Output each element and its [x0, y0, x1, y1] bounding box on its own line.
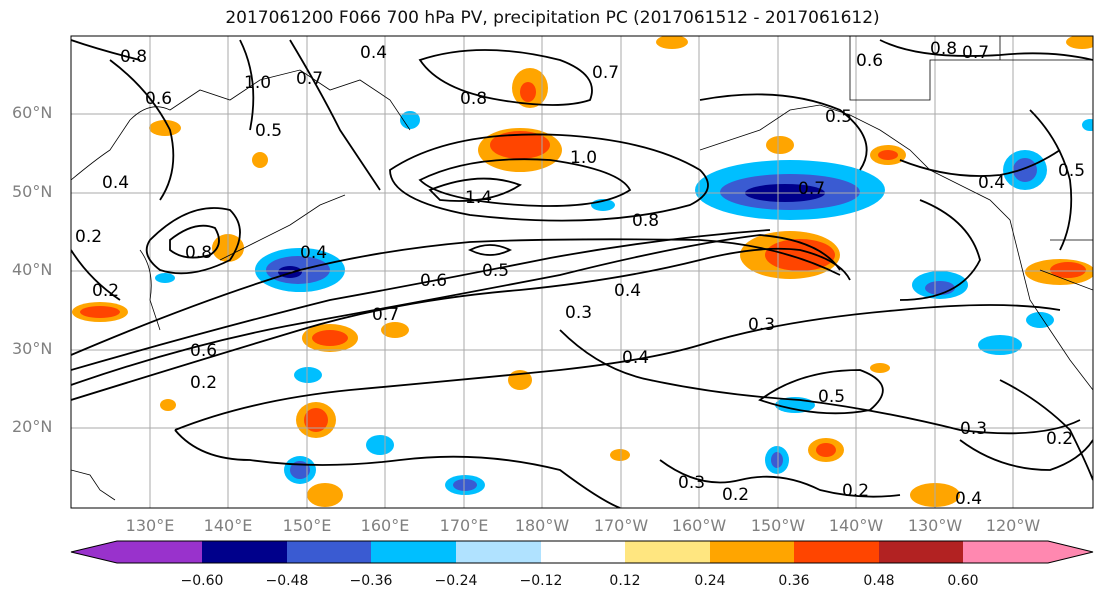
- contour-label: 0.8: [460, 89, 487, 109]
- lon-label: 140°E: [203, 516, 253, 535]
- contour-label: 0.2: [75, 227, 102, 247]
- colorbar-high-extend: [1048, 541, 1093, 563]
- lat-label: 30°N: [12, 339, 53, 358]
- colorbar-tick-label: 0.12: [609, 573, 641, 589]
- contour-label: 0.6: [190, 341, 217, 361]
- contour-labels: 0.8 0.6 1.0 0.7 0.4 0.8 0.7 0.5 1.0 1.4 …: [75, 39, 1085, 509]
- colorbar-tick-label: −0.36: [349, 573, 393, 589]
- colorbar-bin: [879, 541, 963, 563]
- contour-label: 0.7: [592, 63, 619, 83]
- map-title: 2017061200 F066 700 hPa PV, precipitatio…: [225, 8, 880, 28]
- colorbar-tick-label: −0.60: [180, 573, 224, 589]
- contour-label: 0.8: [120, 47, 147, 67]
- lon-label: 150°E: [282, 516, 332, 535]
- colorbar-bin: [456, 541, 541, 563]
- coastlines: [71, 36, 1093, 501]
- colorbar-bin: [963, 541, 1048, 563]
- colorbar-bin: [117, 541, 202, 563]
- contour-label: 0.4: [360, 43, 387, 63]
- contour-label: 0.6: [856, 51, 883, 71]
- lon-label: 180°W: [514, 516, 570, 535]
- lon-label: 150°W: [750, 516, 806, 535]
- contour-label: 0.8: [632, 211, 659, 231]
- contour-label: 0.4: [614, 281, 641, 301]
- contour-label: 0.3: [678, 473, 705, 493]
- contour-label: 0.4: [102, 173, 129, 193]
- colorbar: [70, 540, 1094, 564]
- contour-label: 0.2: [842, 481, 869, 501]
- colorbar-bin: [287, 541, 371, 563]
- colorbar-bin: [371, 541, 456, 563]
- contour-label: 0.5: [482, 261, 509, 281]
- colorbar-bin: [794, 541, 879, 563]
- contour-label: 0.3: [565, 303, 592, 323]
- contour-label: 0.2: [1046, 429, 1073, 449]
- contour-label: 0.5: [825, 107, 852, 127]
- contour-label: 0.3: [748, 315, 775, 335]
- contour-label: 0.2: [92, 281, 119, 301]
- contour-label: 0.4: [622, 348, 649, 368]
- contour-label: 0.6: [420, 271, 447, 291]
- colorbar-tick-label: −0.48: [265, 573, 309, 589]
- pv-contours: [71, 39, 1093, 508]
- contour-label: 0.7: [296, 69, 323, 89]
- contour-label: 0.7: [962, 43, 989, 63]
- contour-label: 0.5: [818, 387, 845, 407]
- contour-label: 0.6: [145, 89, 172, 109]
- colorbar-bin: [625, 541, 710, 563]
- lon-label: 160°E: [360, 516, 410, 535]
- colorbar-tick-label: −0.12: [519, 573, 563, 589]
- contour-label: 1.0: [570, 148, 597, 168]
- lat-label: 50°N: [12, 182, 53, 201]
- lon-label: 130°W: [907, 516, 963, 535]
- contour-label: 0.7: [372, 305, 399, 325]
- colorbar-tick-label: 0.48: [863, 573, 895, 589]
- contour-label: 0.4: [300, 243, 327, 263]
- lon-label: 130°E: [125, 516, 175, 535]
- colorbar-tick-label: 0.60: [947, 573, 979, 589]
- colorbar-bin: [541, 541, 625, 563]
- graticule: [71, 36, 1093, 508]
- lon-label: 160°W: [671, 516, 727, 535]
- contour-label: 0.4: [955, 489, 982, 509]
- contour-label: 0.3: [960, 419, 987, 439]
- contour-label: 0.5: [1058, 161, 1085, 181]
- contour-label: 0.7: [798, 179, 825, 199]
- lat-label: 60°N: [12, 103, 53, 122]
- lon-label: 120°W: [985, 516, 1041, 535]
- contour-label: 0.2: [190, 373, 217, 393]
- colorbar-tick-label: −0.24: [434, 573, 478, 589]
- contour-label: 1.4: [465, 188, 492, 208]
- lon-label: 170°W: [593, 516, 649, 535]
- colorbar-bin: [202, 541, 287, 563]
- colorbar-bin: [710, 541, 794, 563]
- colorbar-outline: [70, 540, 1094, 564]
- lat-label: 40°N: [12, 260, 53, 279]
- lon-label: 170°E: [439, 516, 489, 535]
- plot-frame: [70, 35, 1094, 509]
- lat-label: 20°N: [12, 417, 53, 436]
- colorbar-tick-label: 0.36: [778, 573, 810, 589]
- contour-label: 0.8: [185, 243, 212, 263]
- contour-label: 0.2: [722, 485, 749, 505]
- contour-label: 0.8: [930, 39, 957, 59]
- lon-label: 140°W: [828, 516, 884, 535]
- contour-label: 0.4: [978, 173, 1005, 193]
- colorbar-tick-label: 0.24: [694, 573, 726, 589]
- colorbar-low-extend: [71, 541, 117, 563]
- contour-label: 1.0: [244, 73, 271, 93]
- contour-label: 0.5: [255, 121, 282, 141]
